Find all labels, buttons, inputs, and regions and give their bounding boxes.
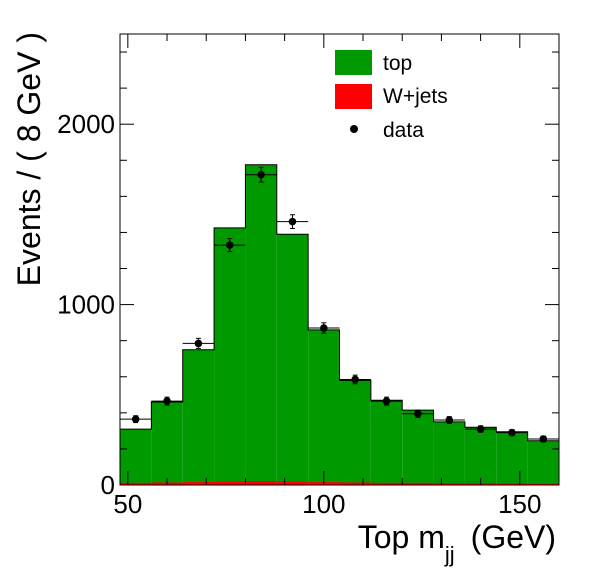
data-marker <box>476 425 485 433</box>
y-axis-title: Events / ( 8 GeV ) <box>11 32 47 286</box>
data-point <box>214 238 246 253</box>
data-point <box>120 415 152 424</box>
data-marker <box>351 375 359 384</box>
data-marker <box>382 397 391 405</box>
bar-wjets <box>496 483 528 485</box>
plot-frame <box>119 33 560 486</box>
axis-tick-labels: 50 100 150 0 1000 2000 <box>57 109 541 519</box>
data-point <box>527 435 559 443</box>
bar-top <box>402 410 434 485</box>
data-marker <box>257 170 265 179</box>
data-marker <box>131 415 140 423</box>
bar-top <box>276 234 309 485</box>
bar-top <box>339 380 371 485</box>
legend-label-wjets: W+jets <box>383 85 448 108</box>
stacked-bars <box>119 164 560 486</box>
bar-wjets <box>370 482 403 485</box>
bar-top <box>151 402 183 485</box>
legend-marker-data <box>350 125 358 133</box>
data-point <box>370 396 403 406</box>
bar-top <box>245 164 277 486</box>
data-marker <box>539 435 548 443</box>
bar-wjets <box>120 482 152 485</box>
x-axis-title: Top mjj (GeV) <box>358 519 556 567</box>
x-axis-title-main: Top m <box>358 519 445 555</box>
data-points <box>120 166 559 443</box>
x-axis-title-unit: (GeV) <box>471 519 556 555</box>
data-marker <box>414 409 422 418</box>
bar-top <box>214 227 246 485</box>
bar-wjets <box>182 482 215 485</box>
bar-top <box>527 440 559 485</box>
x-tick-label: 150 <box>498 489 541 519</box>
legend-swatch-wjets <box>335 84 372 109</box>
legend-swatch-top <box>335 50 372 75</box>
bar-top <box>370 400 403 485</box>
y-tick-label: 1000 <box>57 290 115 320</box>
bar-top <box>120 429 152 485</box>
data-point <box>151 396 183 406</box>
data-point <box>464 425 497 433</box>
legend: top W+jets data <box>335 50 448 142</box>
data-marker <box>445 416 454 424</box>
data-point <box>339 374 371 385</box>
data-marker <box>320 324 328 332</box>
legend-label-data: data <box>383 119 424 142</box>
data-point <box>402 409 434 418</box>
data-point <box>496 428 528 437</box>
data-point <box>245 166 277 183</box>
data-point <box>276 214 309 229</box>
data-marker <box>288 217 297 226</box>
data-marker <box>225 241 234 249</box>
data-marker <box>163 397 171 405</box>
bar-top <box>464 427 497 485</box>
data-point <box>308 322 340 334</box>
data-point <box>433 416 465 424</box>
data-marker <box>508 428 516 437</box>
bar-wjets <box>214 481 246 485</box>
bar-wjets <box>245 481 277 485</box>
legend-label-top: top <box>383 52 412 75</box>
data-marker <box>194 339 203 348</box>
histogram-outline <box>119 164 560 485</box>
y-tick-label: 0 <box>101 470 115 500</box>
x-tick-label: 50 <box>113 489 142 519</box>
x-tick-label: 100 <box>302 489 345 519</box>
bar-top <box>308 329 340 485</box>
data-point <box>182 337 215 349</box>
bar-wjets <box>402 482 434 485</box>
bar-wjets <box>276 481 309 485</box>
bar-top <box>182 349 215 485</box>
bar-top <box>496 431 528 485</box>
bar-wjets <box>339 482 371 485</box>
y-tick-label: 2000 <box>57 109 115 139</box>
axis-ticks <box>120 34 560 486</box>
bar-wjets <box>527 483 559 485</box>
bar-top <box>433 421 465 485</box>
x-axis-title-subscript: jj <box>444 542 455 567</box>
bar-wjets <box>433 483 465 485</box>
